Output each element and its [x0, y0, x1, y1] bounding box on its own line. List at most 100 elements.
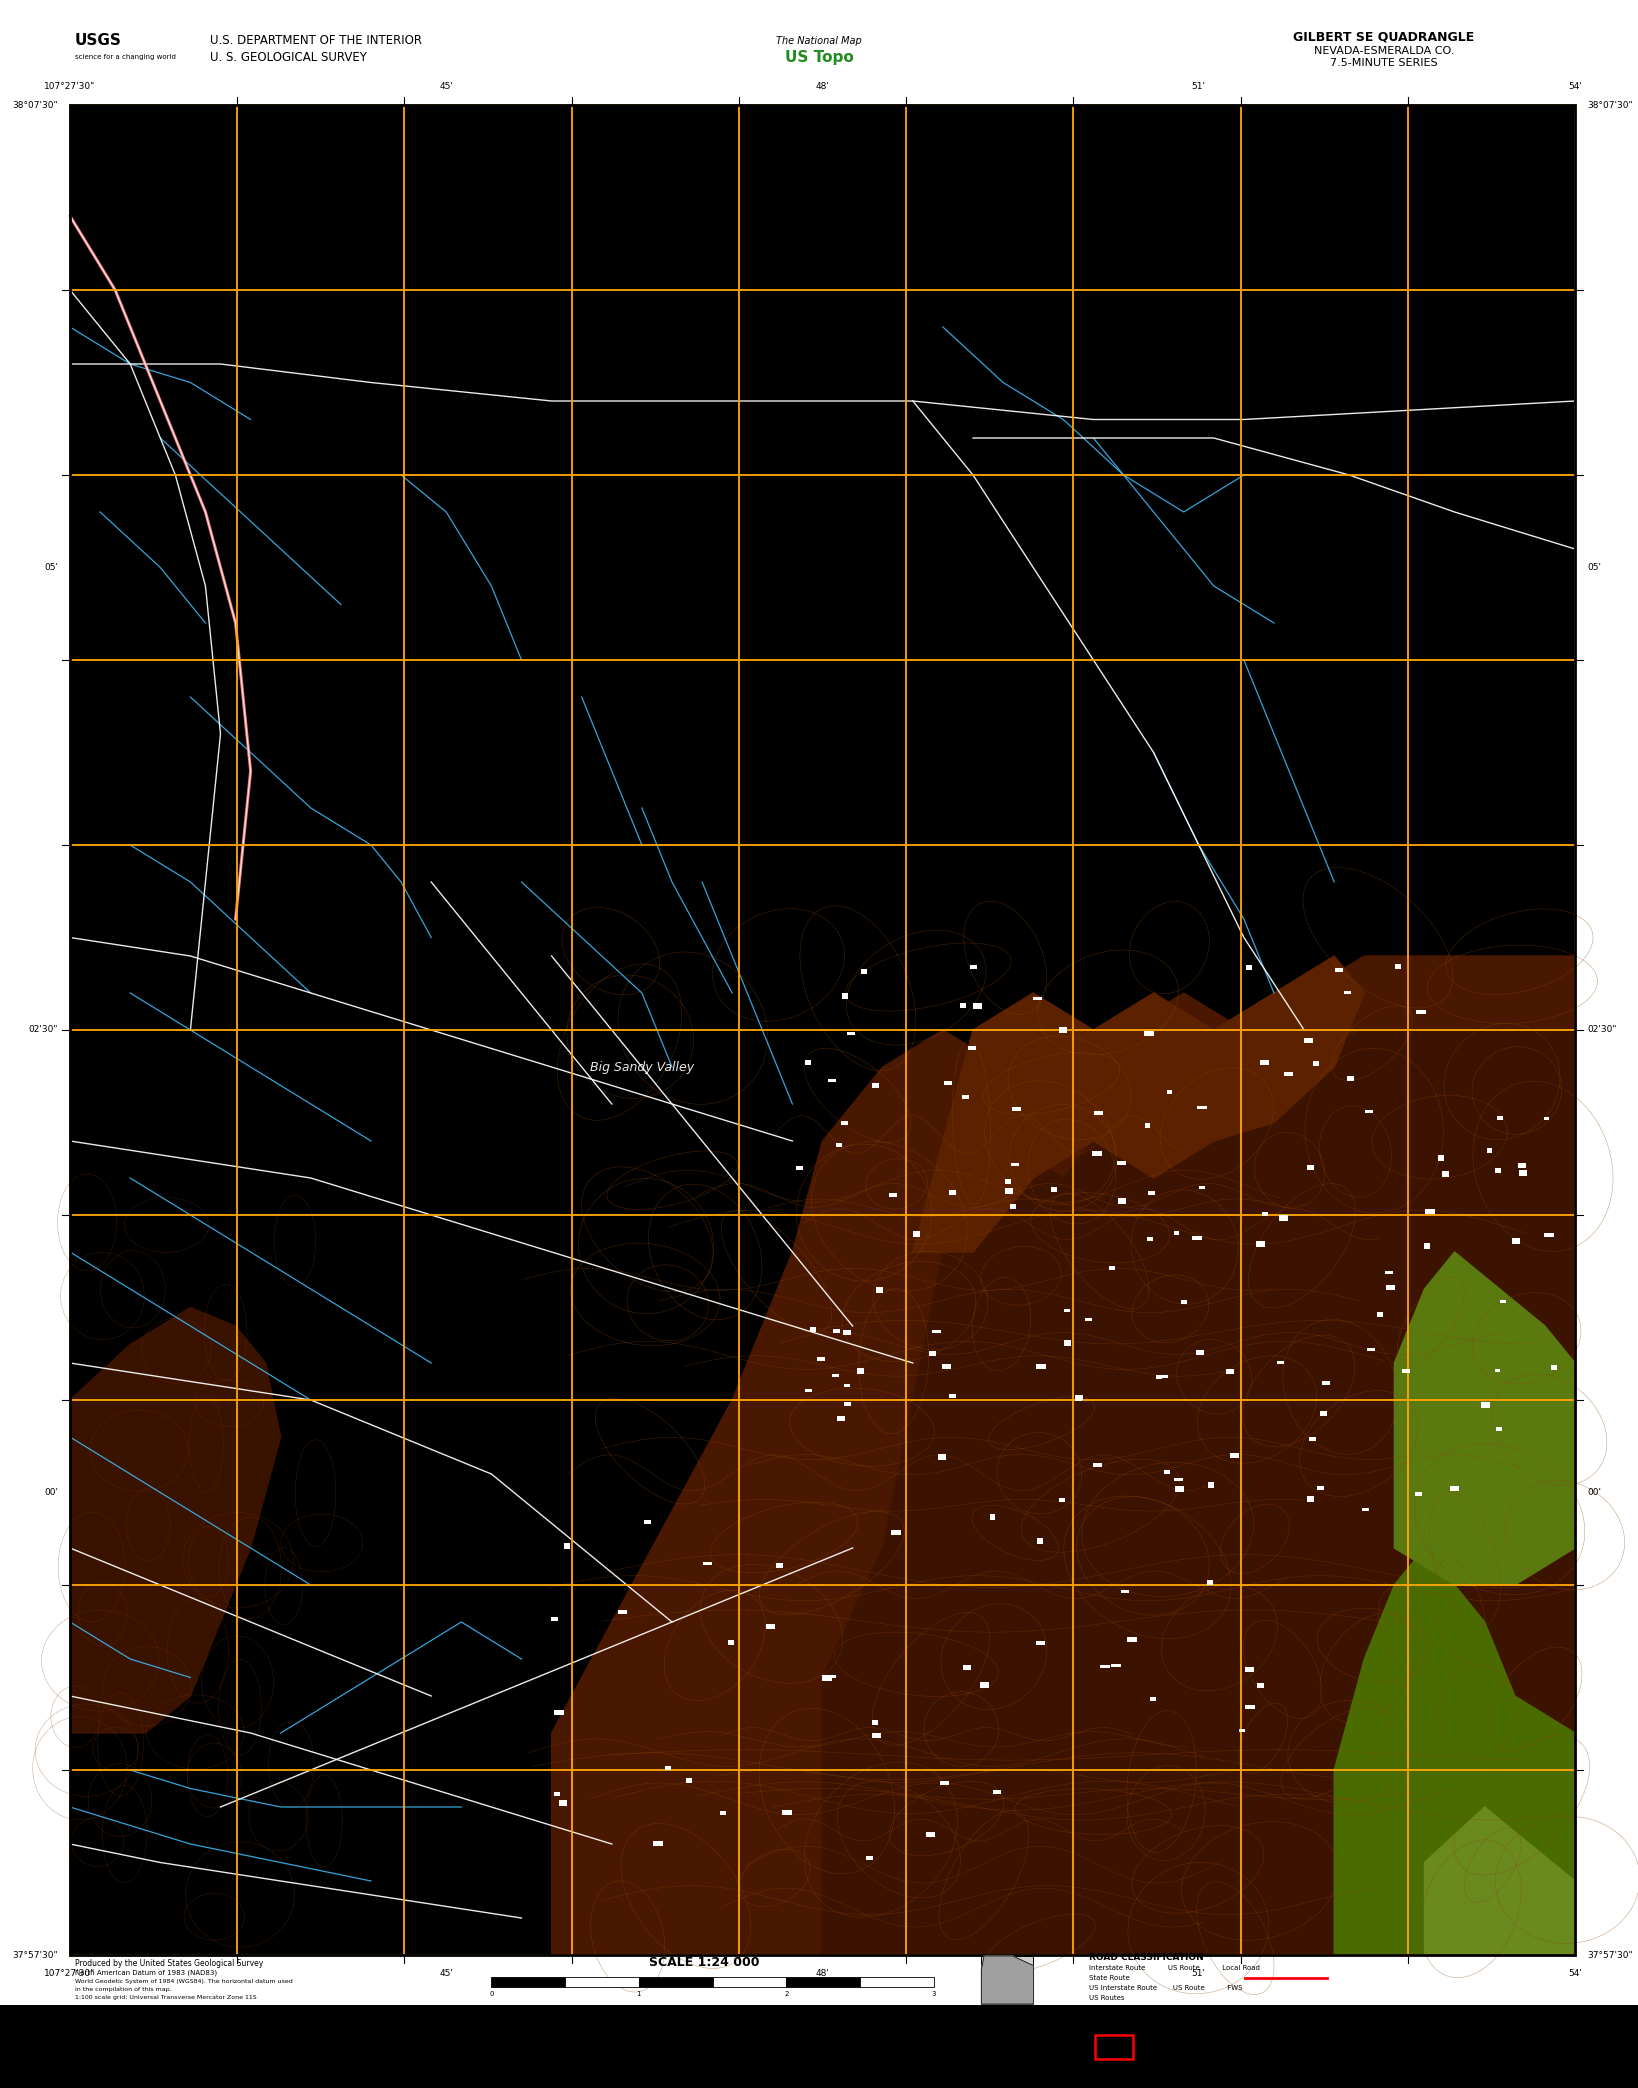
Bar	[1245, 1666, 1255, 1672]
Bar	[1518, 1163, 1525, 1169]
Bar	[1166, 1090, 1171, 1094]
Bar	[1037, 1539, 1043, 1545]
Bar	[727, 1639, 734, 1645]
Bar	[845, 1401, 852, 1405]
Bar	[1307, 1497, 1314, 1501]
Bar	[871, 1721, 878, 1725]
Bar	[1441, 1171, 1448, 1178]
Bar	[783, 1810, 791, 1814]
Bar	[491, 1977, 565, 1988]
Bar	[776, 1562, 783, 1568]
Bar	[1322, 1380, 1330, 1384]
Bar	[1148, 1190, 1155, 1194]
Bar	[1481, 1403, 1491, 1407]
Bar	[1165, 1470, 1170, 1474]
Bar	[1160, 1374, 1168, 1378]
Bar	[973, 1002, 983, 1009]
Text: 05': 05'	[1587, 564, 1600, 572]
Bar	[686, 1777, 693, 1783]
Bar	[1415, 1011, 1425, 1015]
Bar	[809, 1328, 816, 1332]
Bar	[1304, 1038, 1314, 1042]
Bar	[1256, 1240, 1265, 1247]
Bar	[1386, 1286, 1396, 1290]
Bar	[1012, 1107, 1020, 1111]
Bar	[1495, 1167, 1500, 1173]
Bar	[1145, 1123, 1150, 1128]
Bar	[970, 965, 976, 969]
Bar	[1037, 1641, 1045, 1645]
Bar	[1181, 1301, 1186, 1305]
Bar	[876, 1286, 883, 1292]
Bar	[1173, 1230, 1179, 1236]
Bar	[1487, 1148, 1492, 1153]
Bar	[827, 1675, 835, 1679]
Text: US Routes: US Routes	[1089, 1994, 1125, 2000]
Bar	[713, 1977, 786, 1988]
Text: 51': 51'	[1192, 81, 1206, 92]
Bar	[1011, 1163, 1019, 1165]
Bar	[703, 1562, 713, 1566]
Bar	[1495, 1426, 1502, 1430]
Bar	[806, 1389, 812, 1393]
Bar	[1075, 1395, 1083, 1401]
Bar	[719, 1810, 726, 1814]
Bar	[1127, 1637, 1137, 1641]
Text: 54': 54'	[1568, 81, 1582, 92]
Bar	[942, 1363, 950, 1370]
Text: 3: 3	[932, 1992, 935, 1996]
Bar	[1119, 1199, 1127, 1205]
Text: ROAD CLASSIFICATION: ROAD CLASSIFICATION	[1089, 1954, 1204, 1963]
Bar	[1199, 1186, 1206, 1188]
Bar	[912, 1230, 921, 1236]
Bar	[1230, 1453, 1240, 1457]
Bar	[1425, 1209, 1435, 1213]
Bar	[1545, 1234, 1553, 1238]
Bar	[806, 1061, 811, 1065]
Polygon shape	[822, 1029, 1576, 1954]
Bar	[835, 1142, 842, 1148]
Text: 1:100 scale grid; Universal Transverse Mercator Zone 11S: 1:100 scale grid; Universal Transverse M…	[75, 1996, 257, 2000]
Text: SCALE 1:24 000: SCALE 1:24 000	[649, 1956, 760, 1969]
Bar	[1543, 1117, 1550, 1121]
Text: The National Map: The National Map	[776, 35, 862, 46]
Bar	[1366, 1111, 1373, 1113]
Text: 38°07'30": 38°07'30"	[1587, 100, 1633, 109]
Bar	[1207, 1581, 1212, 1585]
Bar	[1396, 965, 1400, 969]
Bar	[980, 1683, 988, 1687]
Bar	[554, 1792, 560, 1796]
Bar	[847, 1031, 855, 1036]
Bar	[796, 1165, 803, 1169]
Bar	[1415, 1493, 1422, 1497]
Text: US Topo: US Topo	[785, 50, 853, 65]
Bar	[1260, 1059, 1269, 1065]
Bar	[1093, 1150, 1102, 1157]
Bar	[1247, 965, 1251, 971]
Bar	[1176, 1487, 1184, 1491]
Bar	[559, 1800, 567, 1806]
Text: Produced by the United States Geological Survey: Produced by the United States Geological…	[75, 1959, 264, 1969]
Bar	[962, 1094, 970, 1098]
Bar	[554, 1710, 563, 1714]
Text: 7.5-MINUTE SERIES: 7.5-MINUTE SERIES	[1330, 58, 1438, 69]
Text: NEVADA-ESMERALDA CO.: NEVADA-ESMERALDA CO.	[1314, 46, 1455, 56]
Bar	[932, 1330, 942, 1332]
Text: 107°27'30": 107°27'30"	[44, 1969, 95, 1977]
Text: 00': 00'	[1587, 1489, 1600, 1497]
Bar	[665, 1766, 670, 1771]
Bar	[550, 1616, 557, 1620]
Text: 45': 45'	[439, 1969, 454, 1977]
Text: 05': 05'	[44, 564, 57, 572]
Bar	[1093, 1464, 1102, 1468]
Text: North American Datum of 1983 (NAD83): North American Datum of 1983 (NAD83)	[75, 1969, 218, 1975]
Bar	[822, 1675, 832, 1681]
Bar	[844, 1330, 852, 1334]
Bar	[867, 1856, 873, 1860]
Text: 2: 2	[785, 1992, 788, 1996]
Bar	[943, 1082, 952, 1086]
Text: 51': 51'	[1192, 1969, 1206, 1977]
Bar	[837, 1416, 845, 1422]
Text: 54': 54'	[1568, 1969, 1582, 1977]
Text: 37°57'30": 37°57'30"	[1587, 1950, 1633, 1959]
